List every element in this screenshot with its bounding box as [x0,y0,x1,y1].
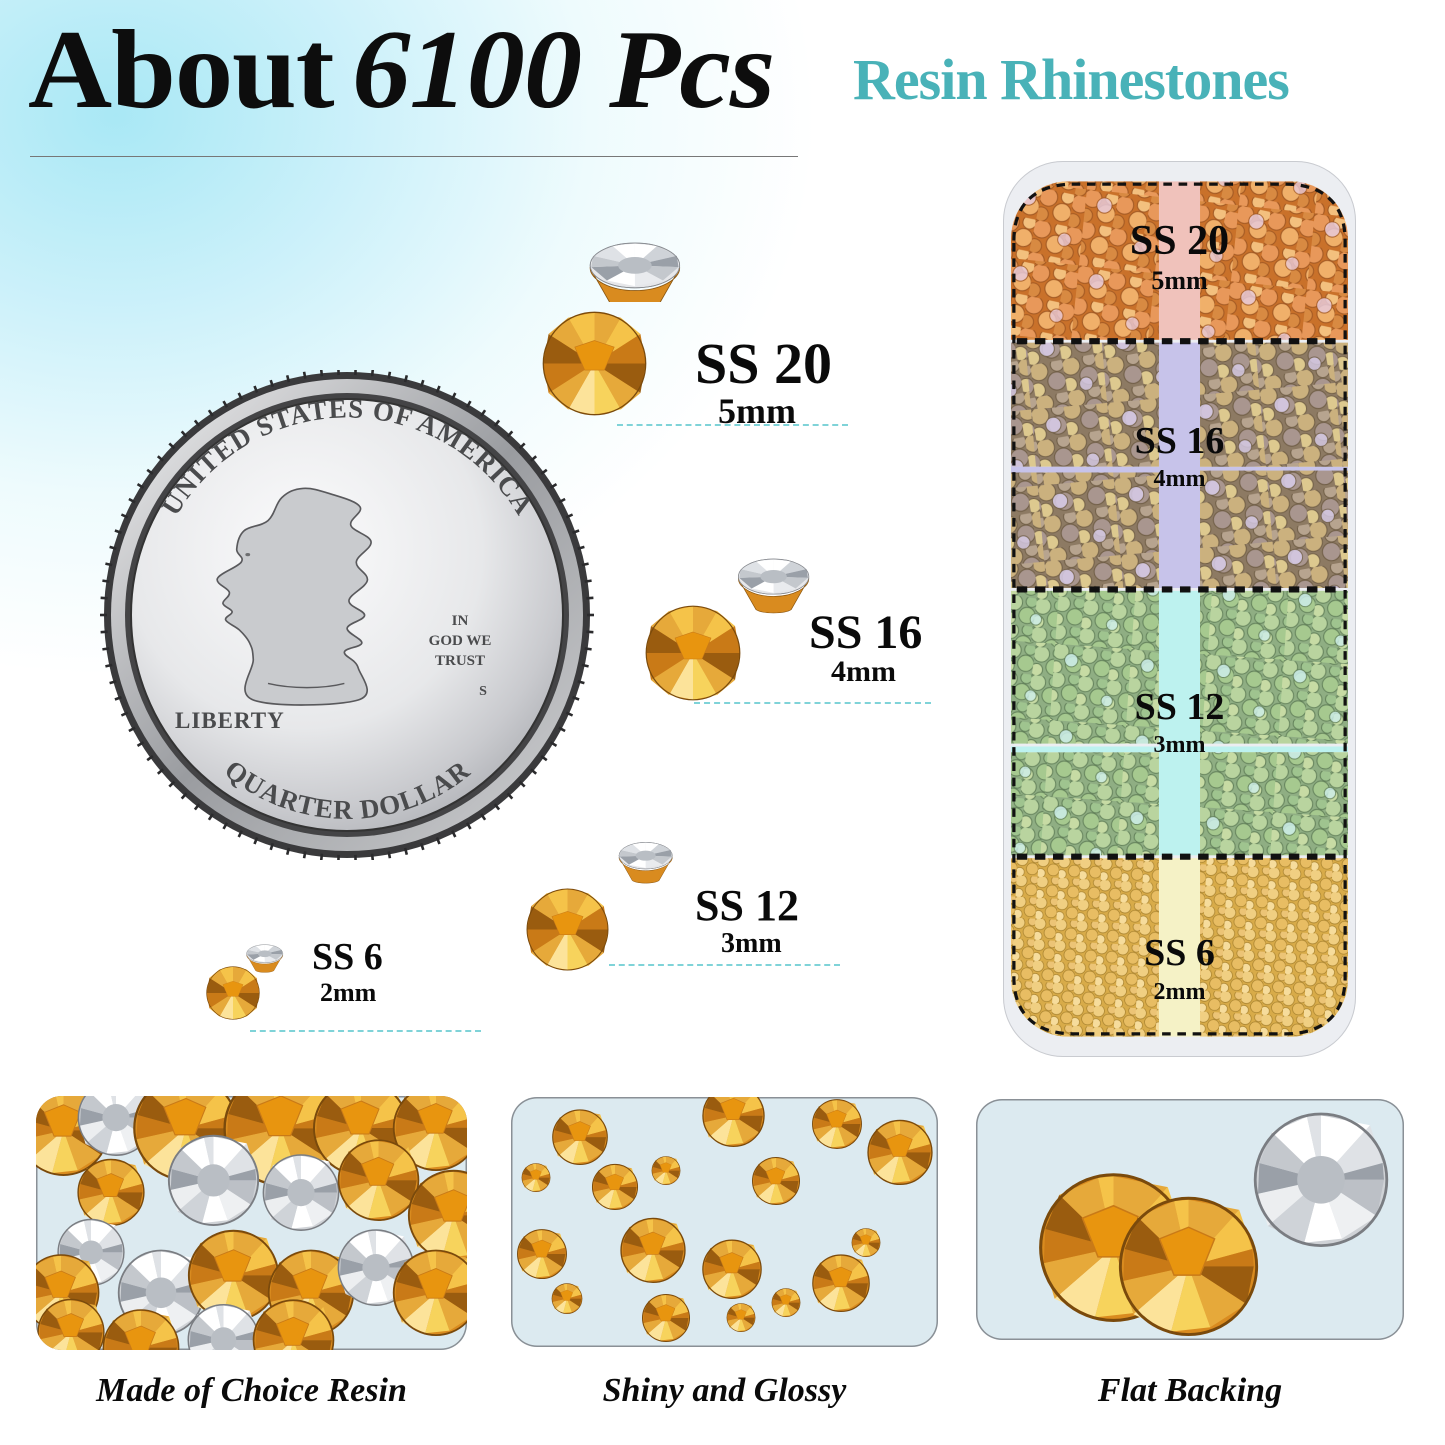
svg-text:TRUST: TRUST [435,653,485,669]
svg-text:LIBERTY: LIBERTY [175,708,285,733]
svg-text:GOD WE: GOD WE [429,633,492,649]
svg-text:S: S [479,684,487,699]
svg-text:IN: IN [452,613,469,629]
